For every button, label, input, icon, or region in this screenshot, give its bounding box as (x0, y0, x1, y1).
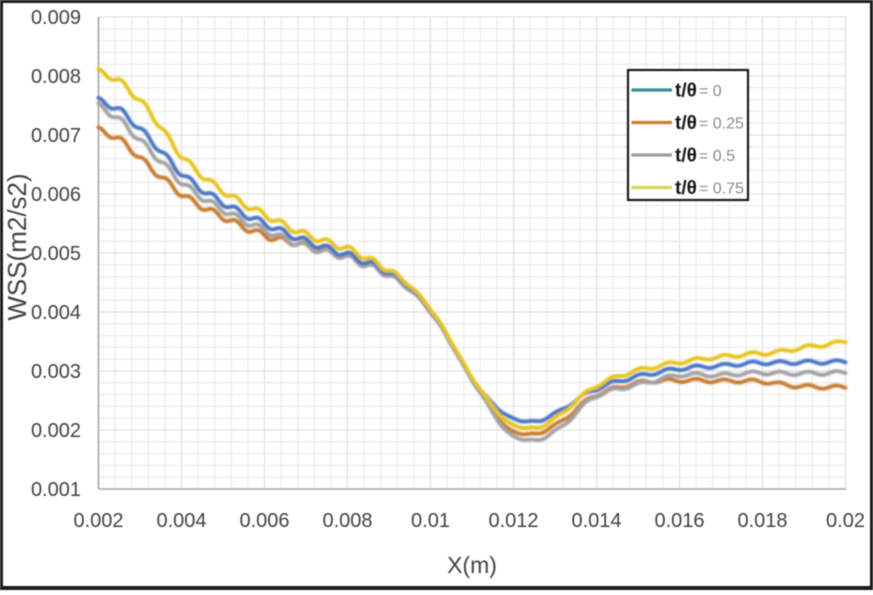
svg-text:t/θ: t/θ (675, 113, 697, 134)
svg-text:0.012: 0.012 (488, 510, 538, 532)
svg-text:= 0: = 0 (699, 83, 722, 100)
svg-text:t/θ: t/θ (675, 178, 697, 199)
svg-text:0.008: 0.008 (31, 66, 81, 88)
svg-text:0.02: 0.02 (826, 510, 865, 532)
svg-text:0.007: 0.007 (31, 125, 81, 147)
svg-text:= 0.25: = 0.25 (699, 116, 744, 133)
svg-text:0.002: 0.002 (73, 510, 123, 532)
svg-text:WSS(m2/s2): WSS(m2/s2) (2, 173, 32, 320)
svg-text:0.018: 0.018 (737, 510, 787, 532)
svg-text:0.001: 0.001 (31, 479, 81, 501)
svg-text:0.002: 0.002 (31, 420, 81, 442)
svg-text:0.006: 0.006 (31, 184, 81, 206)
svg-text:0.004: 0.004 (31, 302, 81, 324)
svg-text:0.004: 0.004 (156, 510, 206, 532)
svg-text:0.003: 0.003 (31, 361, 81, 383)
svg-text:0.006: 0.006 (239, 510, 289, 532)
svg-text:0.005: 0.005 (31, 243, 81, 265)
svg-text:0.008: 0.008 (322, 510, 372, 532)
svg-text:0.01: 0.01 (411, 510, 450, 532)
svg-text:0.009: 0.009 (31, 7, 81, 29)
svg-text:t/θ: t/θ (675, 81, 697, 102)
svg-text:= 0.5: = 0.5 (699, 148, 735, 165)
svg-text:X(m): X(m) (447, 552, 497, 578)
svg-text:= 0.75: = 0.75 (699, 181, 744, 198)
svg-text:t/θ: t/θ (675, 146, 697, 167)
svg-text:0.016: 0.016 (654, 510, 704, 532)
svg-text:0.014: 0.014 (571, 510, 621, 532)
